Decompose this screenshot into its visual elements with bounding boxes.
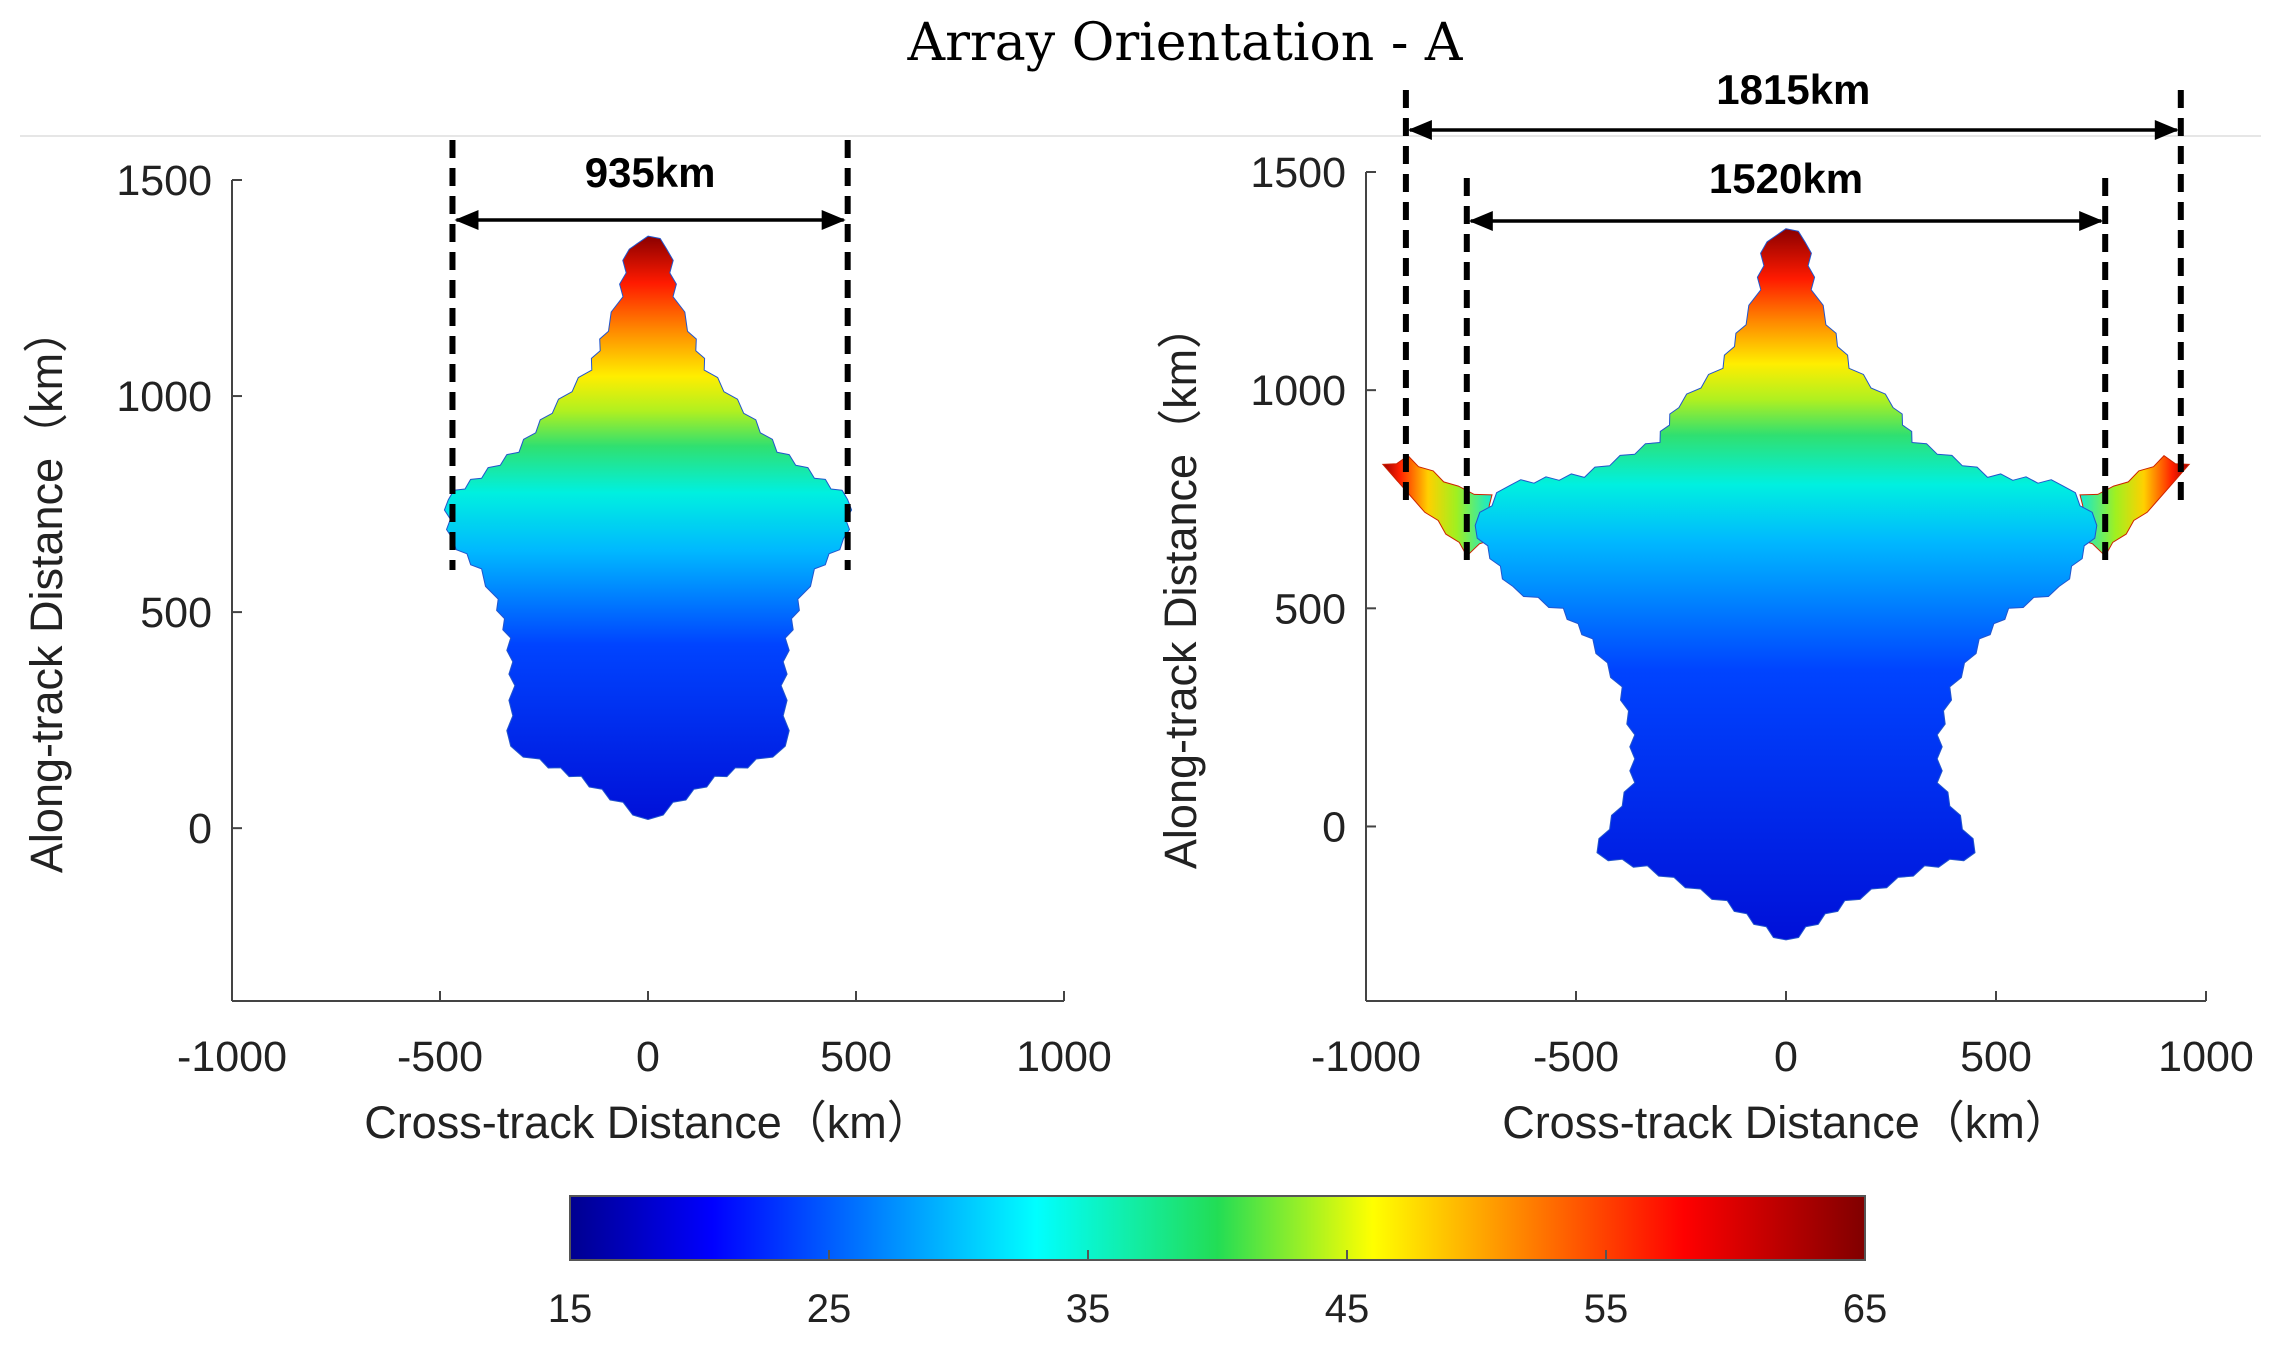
x-tick-label: -1000: [1311, 1033, 1421, 1081]
x-tick-label: 1000: [1016, 1033, 1112, 1081]
y-tick-label: 0: [1322, 803, 1346, 851]
left-y-axis-label: Along-track Distance（km）: [21, 308, 72, 873]
colorbar-gradient: [569, 1195, 1866, 1261]
right-x-axis-label: Cross-track Distance（km）: [1502, 1097, 2070, 1148]
y-tick-label: 1500: [116, 157, 212, 205]
colorbar-ticks: 15 25 35 45 55 65: [548, 1250, 1888, 1331]
colorbar-tick-label: 25: [807, 1287, 852, 1331]
left-panel: -1000 -500 0 500 1000 0 500 1000 1500 935km Cros…: [21, 140, 1112, 1148]
figure-title: Array Orientation - A: [907, 13, 1464, 73]
dimension-arrow-right: [2079, 211, 2104, 231]
dimension-label: 1815km: [1716, 66, 1870, 113]
dimension-arrow-right: [2154, 120, 2179, 140]
y-tick-label: 0: [188, 805, 212, 853]
right-axes: -1000 -500 0 500 1000 0 500 1000 1500: [1250, 149, 2254, 1081]
x-tick-label: -500: [397, 1033, 483, 1081]
left-axes: -1000 -500 0 500 1000 0 500 1000 1500: [116, 157, 1112, 1081]
right-right-arm-coverage: [2075, 454, 2191, 557]
x-tick-label: 500: [1960, 1033, 2032, 1081]
x-tick-label: 1000: [2158, 1033, 2254, 1081]
dimension-arrow-left: [1468, 211, 1493, 231]
colorbar-tick-label: 45: [1325, 1287, 1370, 1331]
left-annotations: 935km: [449, 140, 851, 570]
left-x-axis-label: Cross-track Distance（km）: [364, 1097, 932, 1148]
dimension-arrow-right: [821, 210, 846, 230]
dimension-label: 935km: [585, 149, 716, 196]
y-tick-label: 1500: [1250, 149, 1346, 197]
right-swath-coverage: [1474, 228, 2098, 941]
colorbar-tick-label: 55: [1584, 1287, 1629, 1331]
colorbar-tick-label: 35: [1066, 1287, 1111, 1331]
dimension-label: 1520km: [1709, 155, 1863, 202]
colorbar-tick-label: 15: [548, 1287, 593, 1331]
colorbar-tick-label: 65: [1843, 1287, 1888, 1331]
y-tick-label: 1000: [116, 373, 212, 421]
x-tick-label: 500: [820, 1033, 892, 1081]
y-tick-label: 1000: [1250, 367, 1346, 415]
right-left-arm-coverage: [1381, 454, 1497, 557]
dimension-arrow-left: [1407, 120, 1432, 140]
right-y-axis-label: Along-track Distance（km）: [1155, 304, 1206, 869]
y-tick-label: 500: [1274, 585, 1346, 633]
colorbar: 15 25 35 45 55 65: [548, 1195, 1888, 1331]
x-tick-label: -1000: [177, 1033, 287, 1081]
x-tick-label: -500: [1533, 1033, 1619, 1081]
x-tick-label: 0: [1774, 1033, 1798, 1081]
y-tick-label: 500: [140, 589, 212, 637]
left-swath-coverage: [443, 235, 853, 820]
right-panel: -1000 -500 0 500 1000 0 500 1000 1500 1815km 1520…: [1155, 66, 2254, 1148]
dimension-arrow-left: [454, 210, 479, 230]
x-tick-label: 0: [636, 1033, 660, 1081]
right-annotations: 1815km 1520km: [1402, 66, 2184, 564]
